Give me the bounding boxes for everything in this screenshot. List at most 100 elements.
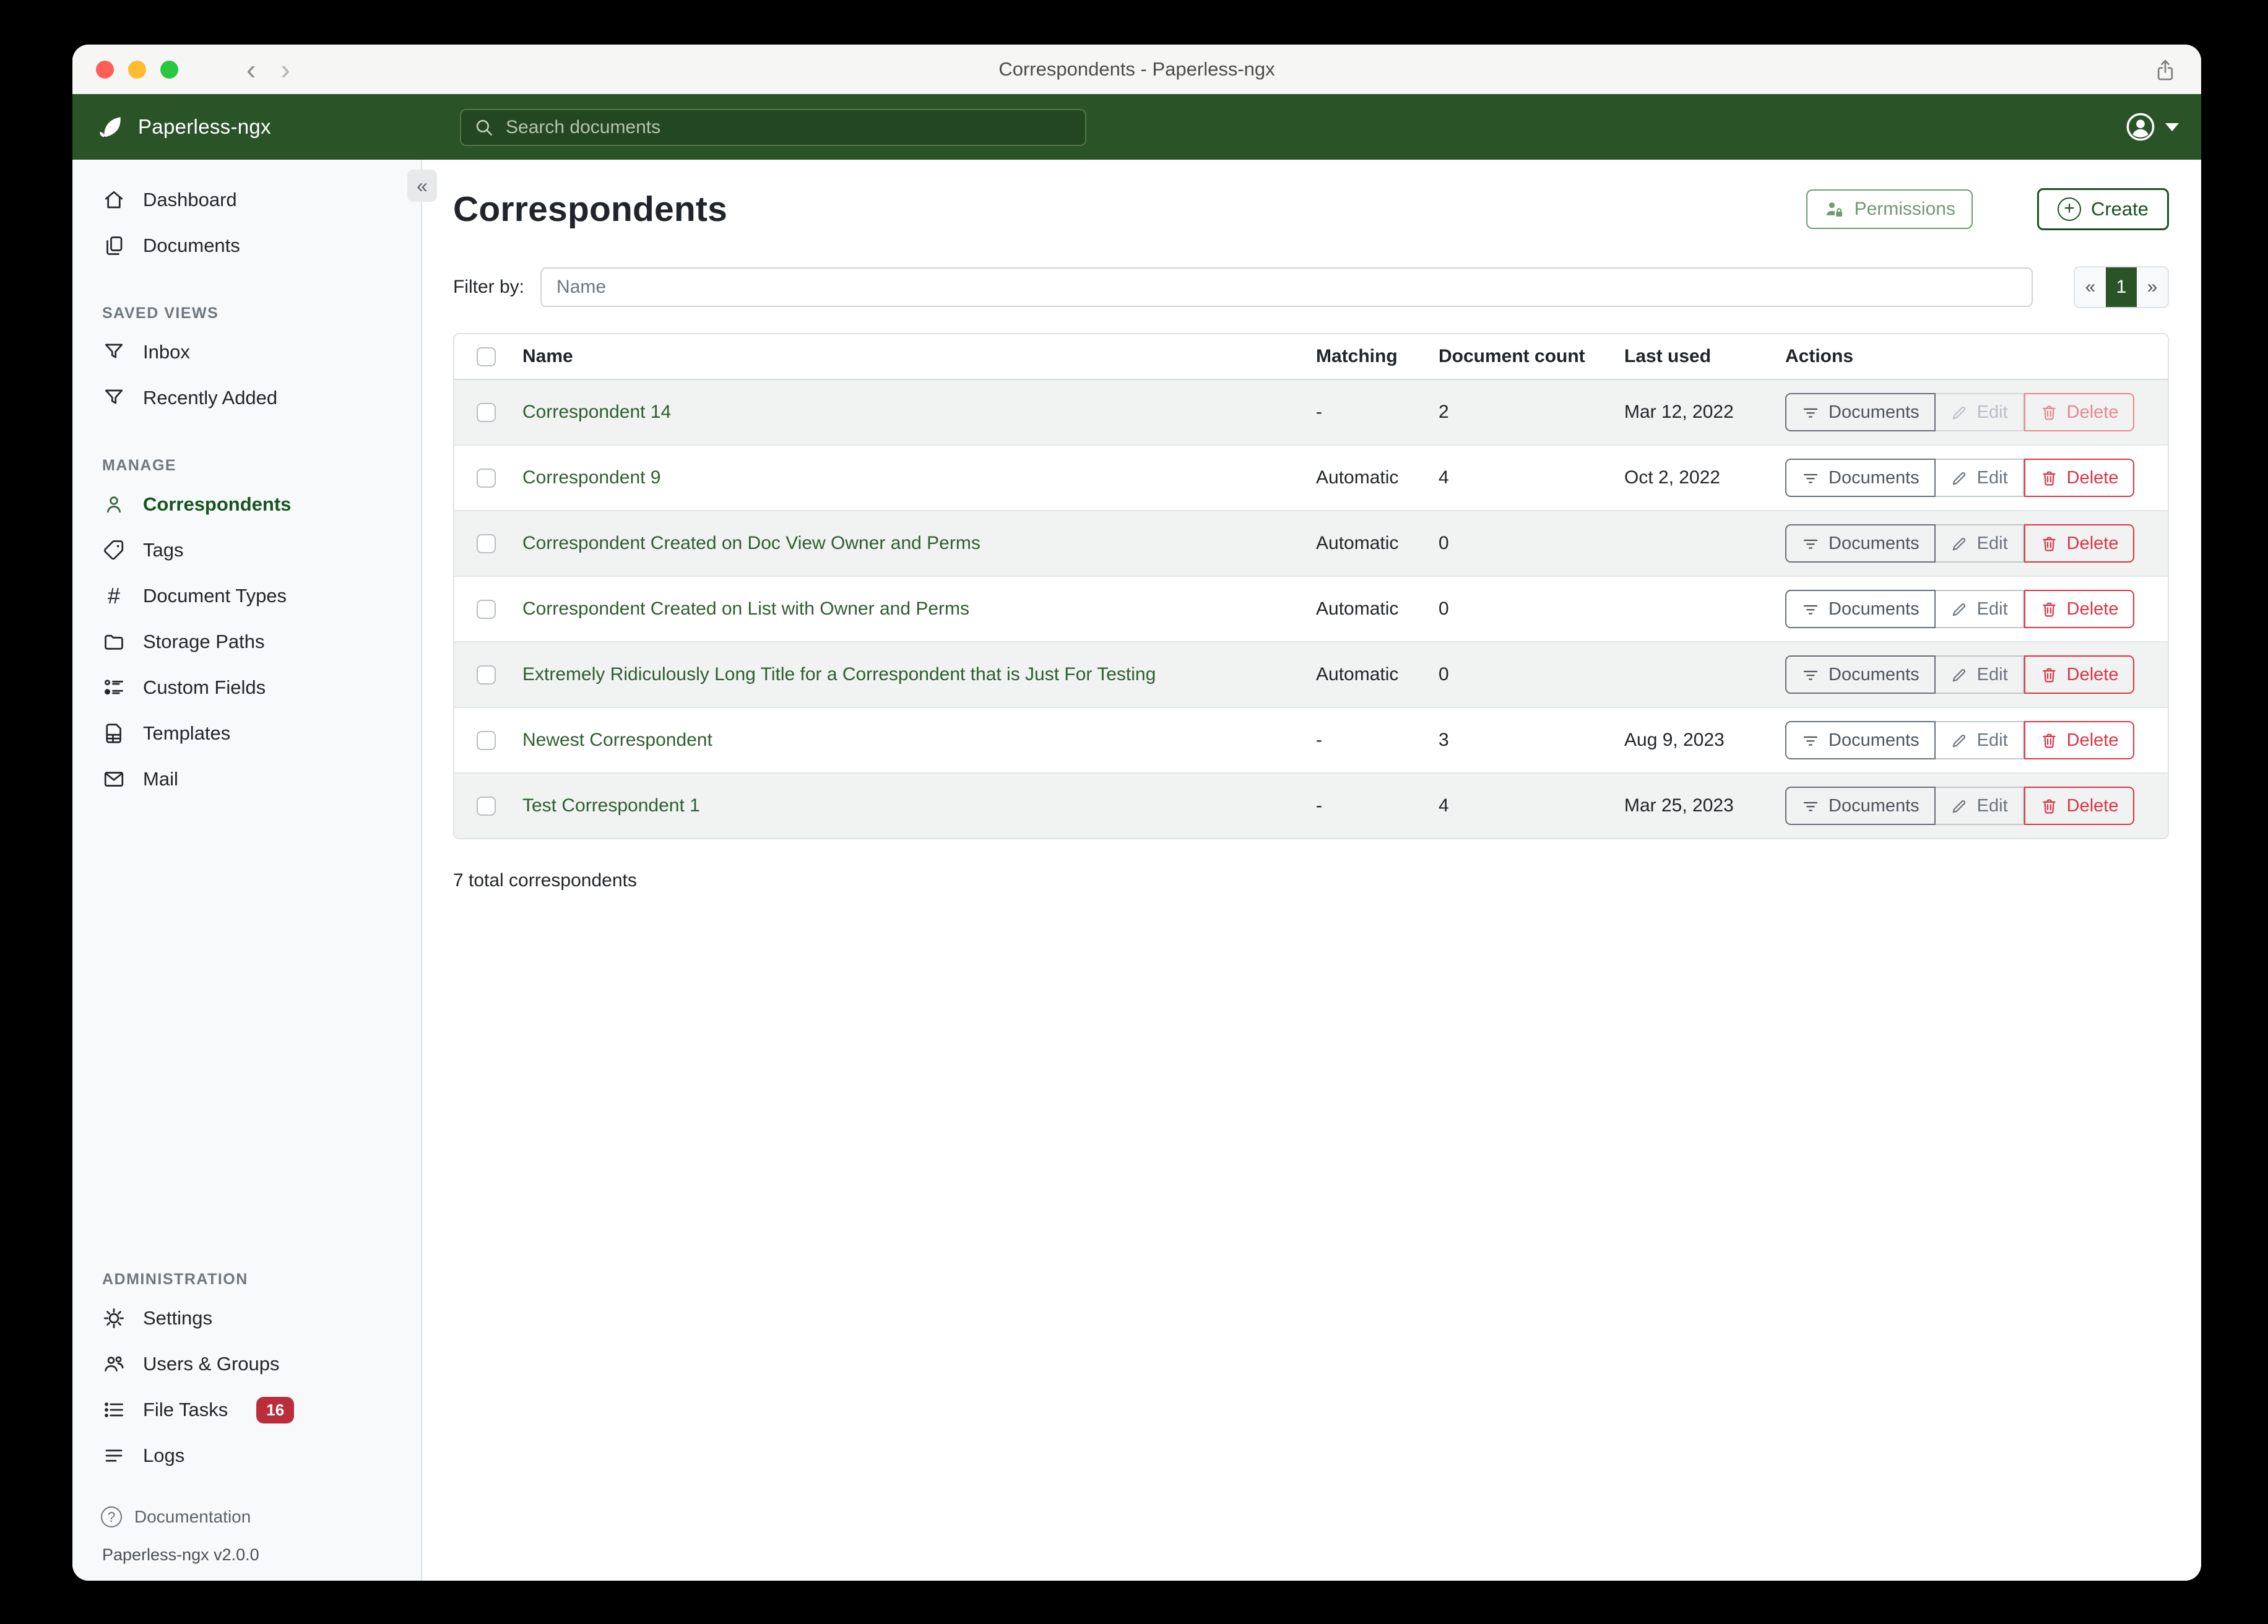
- search-input[interactable]: [504, 116, 1073, 139]
- correspondent-name-link[interactable]: Correspondent Created on List with Owner…: [522, 598, 970, 619]
- global-search[interactable]: [460, 109, 1086, 146]
- create-button[interactable]: + Create: [2036, 188, 2169, 230]
- edit-button[interactable]: Edit: [1935, 459, 2024, 497]
- matching-cell: Automatic: [1316, 467, 1399, 488]
- correspondent-name-link[interactable]: Test Correspondent 1: [522, 795, 700, 816]
- sidebar-item-file-tasks[interactable]: File Tasks 16: [72, 1387, 421, 1433]
- row-checkbox[interactable]: [477, 796, 496, 816]
- count-cell: 4: [1439, 795, 1449, 816]
- row-checkbox[interactable]: [477, 468, 496, 488]
- sidebar-item-documentation[interactable]: ? Documentation: [72, 1497, 421, 1537]
- delete-label: Delete: [2066, 795, 2119, 816]
- correspondent-name-link[interactable]: Correspondent Created on Doc View Owner …: [522, 533, 980, 553]
- row-checkbox[interactable]: [477, 599, 496, 619]
- sidebar-item-label: Correspondents: [143, 493, 292, 515]
- pagination-next-button[interactable]: »: [2147, 277, 2158, 297]
- last-used-cell: Aug 9, 2023: [1624, 730, 1725, 750]
- pagination-current-page[interactable]: 1: [2106, 267, 2137, 307]
- last-used-cell: Mar 12, 2022: [1624, 402, 1734, 422]
- column-header-count[interactable]: Document count: [1439, 346, 1585, 366]
- user-avatar-icon: [2126, 112, 2155, 142]
- create-label: Create: [2090, 198, 2149, 220]
- sidebar-item-label: Document Types: [143, 585, 287, 607]
- correspondent-name-link[interactable]: Correspondent 9: [522, 467, 661, 488]
- sidebar-item-dashboard[interactable]: Dashboard: [72, 177, 421, 223]
- edit-button[interactable]: Edit: [1935, 721, 2024, 759]
- zoom-window-button[interactable]: [160, 60, 178, 79]
- sidebar-item-templates[interactable]: Templates: [72, 710, 421, 756]
- user-menu[interactable]: [2126, 112, 2179, 142]
- edit-button[interactable]: Edit: [1935, 393, 2024, 431]
- documents-label: Documents: [1829, 467, 1920, 488]
- row-checkbox[interactable]: [477, 402, 496, 422]
- filter-name-input[interactable]: [540, 267, 2033, 307]
- delete-button[interactable]: Delete: [2023, 393, 2135, 431]
- sidebar-collapse-button[interactable]: «: [407, 170, 437, 202]
- chevron-down-icon: [2165, 123, 2179, 131]
- correspondent-name-link[interactable]: Correspondent 14: [522, 402, 672, 422]
- brand[interactable]: Paperless-ngx: [97, 113, 271, 140]
- pagination-prev-button[interactable]: «: [2085, 277, 2096, 297]
- sidebar-item-label: Logs: [143, 1445, 185, 1466]
- browser-back-icon[interactable]: ‹: [246, 53, 256, 85]
- delete-button[interactable]: Delete: [2023, 787, 2135, 825]
- sidebar-item-document-types[interactable]: # Document Types: [72, 573, 421, 619]
- documents-button[interactable]: Documents: [1785, 787, 1936, 825]
- sidebar-item-label: Custom Fields: [143, 676, 266, 698]
- app-window: ‹ › Correspondents - Paperless-ngx Paper…: [72, 45, 2201, 1581]
- column-header-last-used[interactable]: Last used: [1624, 346, 1712, 366]
- sidebar-item-recently-added[interactable]: Recently Added: [72, 375, 421, 421]
- sidebar-item-mail[interactable]: Mail: [72, 756, 421, 802]
- sidebar-item-custom-fields[interactable]: Custom Fields: [72, 665, 421, 710]
- edit-label: Edit: [1976, 533, 2008, 553]
- column-header-name[interactable]: Name: [522, 346, 573, 366]
- sidebar-item-inbox[interactable]: Inbox: [72, 329, 421, 375]
- app-header: Paperless-ngx: [72, 94, 2201, 160]
- row-checkbox[interactable]: [477, 730, 496, 750]
- close-window-button[interactable]: [96, 60, 114, 79]
- edit-button[interactable]: Edit: [1935, 655, 2024, 694]
- question-icon: ?: [101, 1506, 122, 1527]
- count-cell: 0: [1439, 598, 1449, 619]
- edit-button[interactable]: Edit: [1935, 590, 2024, 628]
- sidebar-item-documents[interactable]: Documents: [72, 223, 421, 269]
- permissions-button[interactable]: Permissions: [1806, 189, 1973, 229]
- row-checkbox[interactable]: [477, 665, 496, 685]
- documents-button[interactable]: Documents: [1785, 524, 1936, 563]
- delete-button[interactable]: Delete: [2023, 590, 2135, 628]
- correspondent-name-link[interactable]: Newest Correspondent: [522, 730, 712, 750]
- share-icon[interactable]: [2153, 57, 2178, 84]
- select-all-checkbox[interactable]: [477, 347, 496, 366]
- sidebar-item-logs[interactable]: Logs: [72, 1433, 421, 1479]
- users-icon: [102, 1353, 126, 1375]
- sidebar-item-tags[interactable]: Tags: [72, 527, 421, 573]
- sidebar-item-label: File Tasks: [143, 1399, 228, 1420]
- last-used-cell: Oct 2, 2022: [1624, 467, 1721, 488]
- sidebar-item-users-groups[interactable]: Users & Groups: [72, 1341, 421, 1387]
- row-checkbox[interactable]: [477, 533, 496, 553]
- documents-button[interactable]: Documents: [1785, 590, 1936, 628]
- delete-button[interactable]: Delete: [2023, 655, 2135, 694]
- documents-button[interactable]: Documents: [1785, 655, 1936, 694]
- sidebar-item-settings[interactable]: Settings: [72, 1295, 421, 1341]
- column-header-matching[interactable]: Matching: [1316, 346, 1398, 366]
- documents-button[interactable]: Documents: [1785, 721, 1936, 759]
- delete-button[interactable]: Delete: [2023, 459, 2135, 497]
- edit-button[interactable]: Edit: [1935, 524, 2024, 563]
- sidebar-item-label: Storage Paths: [143, 631, 265, 652]
- edit-button[interactable]: Edit: [1935, 787, 2024, 825]
- filter-by-label: Filter by:: [453, 277, 525, 297]
- sidebar-item-correspondents[interactable]: Correspondents: [72, 482, 421, 527]
- permissions-label: Permissions: [1854, 199, 1955, 219]
- home-icon: [102, 189, 126, 211]
- minimize-window-button[interactable]: [128, 60, 146, 79]
- delete-button[interactable]: Delete: [2023, 721, 2135, 759]
- table-header-row: Name Matching Document count Last used A…: [454, 334, 2168, 380]
- matching-cell: Automatic: [1316, 598, 1399, 619]
- browser-forward-icon[interactable]: ›: [280, 53, 290, 85]
- correspondent-name-link[interactable]: Extremely Ridiculously Long Title for a …: [522, 664, 1156, 685]
- documents-button[interactable]: Documents: [1785, 459, 1936, 497]
- delete-button[interactable]: Delete: [2023, 524, 2135, 563]
- sidebar-item-storage-paths[interactable]: Storage Paths: [72, 619, 421, 665]
- documents-button[interactable]: Documents: [1785, 393, 1936, 431]
